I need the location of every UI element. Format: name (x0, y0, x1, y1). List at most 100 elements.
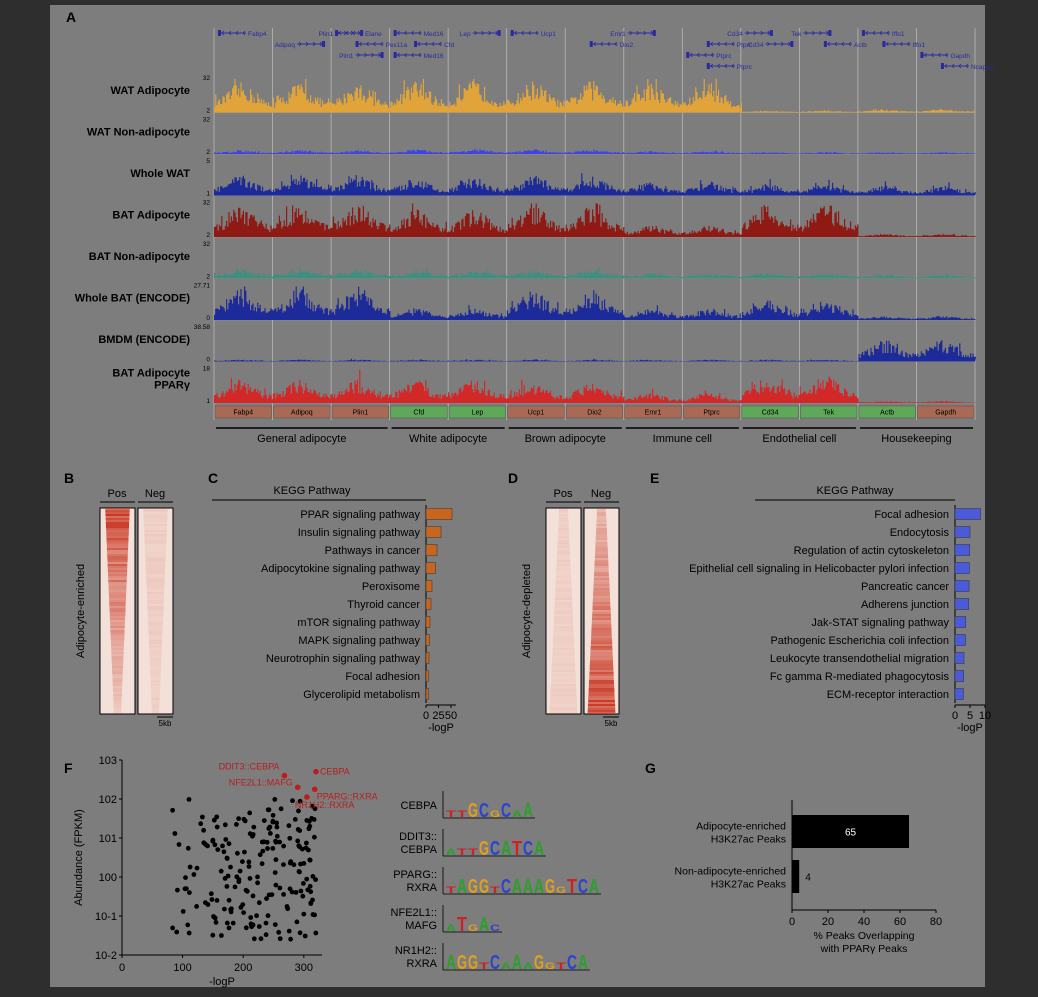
heatmap-row (589, 674, 614, 676)
track-scale-max: 38.58 (194, 324, 211, 331)
gene-label: Ptprc (737, 42, 753, 49)
scatter-point (286, 823, 292, 829)
heatmap-row (596, 528, 607, 530)
heatmap-row (557, 550, 570, 552)
heatmap-row (594, 572, 609, 574)
heatmap-row (106, 542, 129, 544)
panel-c: C KEGG Pathway PPAR signaling pathway Insul… (208, 470, 457, 734)
highlight-point (311, 786, 318, 793)
track-scale-min: 2 (206, 149, 210, 156)
heatmap-row (109, 602, 126, 604)
heatmap-row (108, 588, 127, 590)
heatmap-row (551, 672, 576, 674)
gene-label: Med16 (424, 31, 444, 38)
motif-name: PPARG:: (393, 869, 437, 881)
scatter-point (210, 838, 216, 844)
heatmap-row (590, 646, 613, 648)
x-axis-label: % Peaks Overlapping (814, 930, 915, 942)
gene-strand-arrow (397, 30, 400, 36)
heatmap-row (591, 630, 612, 632)
heatmap-row (590, 656, 613, 658)
logo-letter: A (446, 847, 457, 857)
heatmap-row (151, 704, 160, 706)
heatmap-row (108, 594, 127, 596)
scatter-point (221, 849, 227, 855)
heatmap-row (551, 678, 576, 680)
gene-label: Elane (365, 31, 382, 38)
logo-letter: G (457, 952, 467, 974)
scatter-point (307, 857, 313, 863)
scatter-point (246, 859, 252, 865)
region-box (858, 405, 916, 419)
heatmap-row (552, 656, 575, 658)
heatmap-row (111, 646, 124, 648)
heatmap-row (589, 668, 614, 670)
scatter-point (187, 890, 192, 895)
gene-exon (706, 41, 710, 47)
scatter-point (224, 855, 230, 861)
heatmap-row (592, 598, 611, 600)
scatter-point (244, 888, 250, 894)
scatter-point (263, 932, 269, 938)
heatmap-row (105, 516, 130, 518)
heatmap-row (592, 618, 611, 620)
panel-letter-g: G (645, 760, 656, 776)
highlight-label: DDIT3::CEBPA (219, 762, 280, 772)
heatmap-row (594, 574, 609, 576)
kegg-bar (954, 652, 965, 664)
heatmap-row (550, 686, 577, 688)
heatmap-row (113, 700, 122, 702)
heatmap-row (112, 668, 123, 670)
heatmap-col-label: Pos (108, 488, 127, 500)
logo-letter: A (512, 952, 522, 974)
track-signal (214, 286, 976, 320)
logo-letter: A (534, 838, 544, 860)
heatmap-row (145, 562, 166, 564)
pathway-label: Pathways in cancer (325, 545, 421, 557)
gene-strand-arrow (474, 30, 478, 36)
heatmap-row (593, 586, 610, 588)
region-box (214, 405, 272, 419)
panel-d: D Pos Neg Adipocyte-depleted 5kb (508, 470, 620, 728)
scatter-point (302, 933, 308, 939)
scatter-point (298, 861, 303, 867)
x-tick-label: 300 (295, 962, 313, 974)
heatmap-row (554, 602, 573, 604)
scatter-point (312, 806, 318, 812)
gene-exon (218, 30, 221, 36)
heatmap-col-label: Pos (554, 488, 573, 500)
scatter-point (304, 876, 310, 882)
scatter-point (281, 862, 286, 867)
heatmap-row (555, 578, 572, 580)
gene-strand-arrow (411, 30, 414, 36)
logo-letter: T (457, 809, 468, 819)
gene-label: Med16 (424, 53, 444, 60)
scatter-point (224, 884, 230, 889)
heatmap-row (151, 694, 160, 696)
heatmap-row (143, 514, 168, 516)
scatter-point (259, 861, 265, 867)
heatmap-row (108, 578, 127, 580)
heatmap-row (558, 514, 569, 516)
logo-letter: A (479, 914, 489, 936)
scatter-point (261, 818, 267, 823)
heatmap-row (106, 536, 129, 538)
heatmap-row (550, 696, 577, 698)
scatter-point (256, 924, 262, 929)
scatter-point (295, 838, 301, 844)
gene-strand-arrow (724, 41, 728, 47)
scatter-point (215, 847, 221, 852)
gene-strand-arrow (488, 30, 492, 36)
heatmap-row (590, 644, 613, 646)
scatter-point (298, 888, 304, 894)
heatmap-row (557, 540, 570, 542)
gene-strand-arrow (636, 30, 640, 36)
scatter-point (259, 839, 265, 845)
heatmap-row (555, 596, 572, 598)
gene-exon (380, 52, 384, 58)
track-label: Whole BAT (ENCODE) (75, 293, 191, 305)
scatter-point (267, 824, 273, 830)
scatter-point (305, 887, 311, 893)
heatmap-row (145, 558, 166, 560)
pathway-label: Adherens junction (861, 599, 949, 611)
